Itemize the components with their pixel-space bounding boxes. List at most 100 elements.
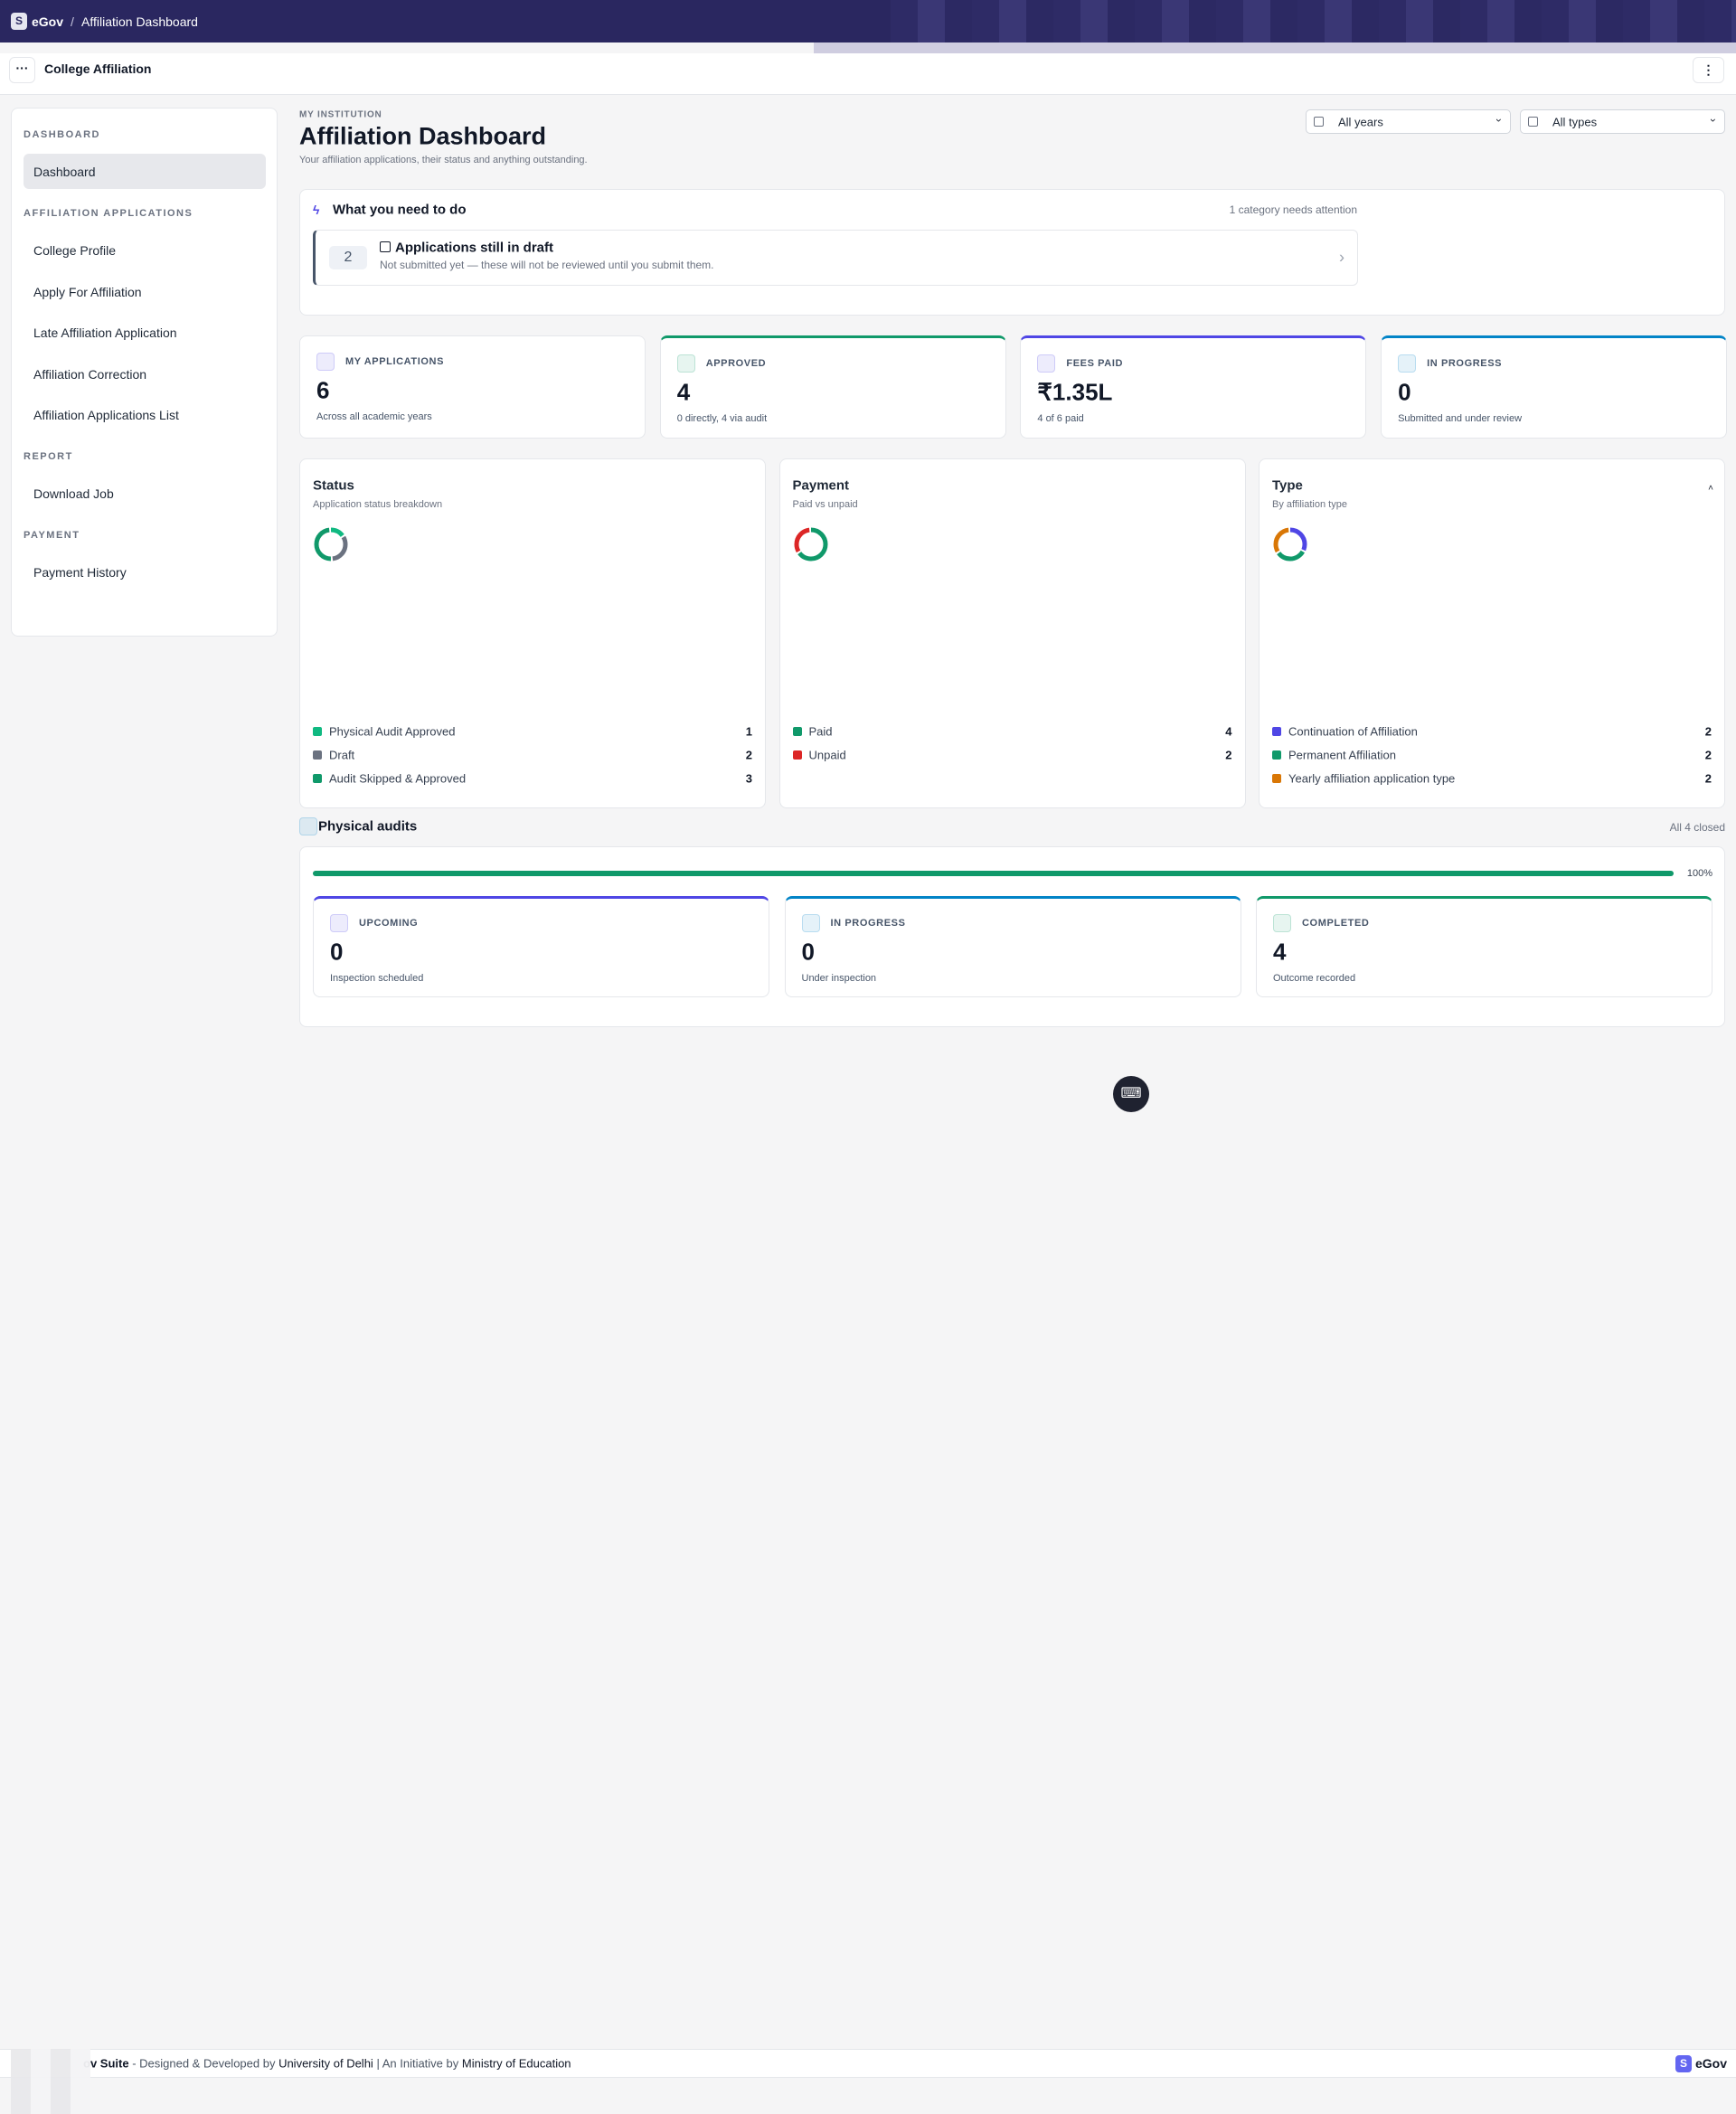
todo-title: What you need to do: [333, 202, 467, 218]
footer-part[interactable]: University of Delhi: [278, 2056, 373, 2071]
nav-item[interactable]: Dashboard: [33, 165, 96, 179]
count-badge: 2: [329, 246, 367, 269]
kpi-note: 0 directly, 4 via audit: [676, 413, 768, 424]
section-heading: REPORT: [24, 451, 73, 462]
nav-item[interactable]: Affiliation Correction: [33, 366, 147, 382]
filter-select[interactable]: All years ›: [1306, 109, 1511, 134]
donut-segment: [1273, 527, 1307, 562]
kpi-label: APPROVED: [705, 358, 767, 369]
item-description: Not submitted yet — these will not be re…: [380, 259, 714, 271]
footer-part: - Designed & Developed by: [128, 2056, 279, 2071]
audit-label: IN PROGRESS: [830, 918, 906, 929]
audits-title: Physical audits: [318, 818, 418, 835]
legend-label: Draft: [329, 748, 355, 762]
kpi-value: 4: [676, 378, 691, 406]
kpi-card: MY APPLICATIONS 6 Across all academic year…: [299, 335, 646, 439]
audit-value: 4: [1273, 938, 1287, 966]
blur-overlay: [11, 2049, 90, 2114]
edit-icon: [380, 241, 391, 252]
kpi-value: 0: [1398, 378, 1411, 406]
footer-logo: S: [1675, 2055, 1692, 2072]
section-heading: AFFILIATION APPLICATIONS: [24, 208, 193, 219]
audit-icon: [801, 914, 820, 932]
filter-select[interactable]: All types ›: [1520, 109, 1725, 134]
donut-segment: [314, 527, 348, 562]
legend-value: 2: [1704, 748, 1712, 762]
legend-dot: [792, 727, 802, 736]
audit-card: COMPLETED 4 Outcome recorded: [1256, 896, 1712, 997]
pattern: [891, 0, 1736, 42]
legend-label: Audit Skipped & Approved: [329, 771, 467, 786]
progress-label: 100%: [1686, 868, 1712, 879]
filter-icon: [1314, 117, 1324, 127]
collapse-icon: ˄: [1708, 483, 1713, 494]
logo: S: [11, 13, 27, 30]
nav-item[interactable]: College Profile: [33, 243, 117, 258]
audit-card: IN PROGRESS 0 Under inspection: [784, 896, 1241, 997]
keyboard-button[interactable]: ⌨: [1113, 1076, 1149, 1112]
active-highlight: [24, 154, 266, 189]
audit-value: 0: [801, 938, 815, 966]
footer-part: | An Initiative by: [373, 2056, 462, 2071]
kpi-note: Across all academic years: [316, 411, 432, 422]
breakdown-card: Payment Paid vs unpaid Paid 4 Unpaid 2: [778, 458, 1246, 808]
donut: [794, 527, 827, 562]
footer-text: ov Suite - Designed & Developed by Unive…: [83, 2057, 571, 2071]
legend-value: 2: [1704, 724, 1712, 739]
section-heading: PAYMENT: [24, 530, 80, 541]
section-heading: DASHBOARD: [24, 129, 100, 140]
nav-item[interactable]: Download Job: [33, 486, 114, 501]
donut-segment: [1273, 527, 1307, 562]
legend-label: Unpaid: [808, 748, 846, 762]
breakdown-subtitle: Paid vs unpaid: [792, 499, 858, 510]
legend-label: Physical Audit Approved: [329, 724, 456, 739]
legend-value: 3: [745, 771, 752, 786]
audit-label: COMPLETED: [1302, 918, 1370, 929]
audits-card: 100% UPCOMING 0 Inspection scheduled IN PROG…: [299, 846, 1725, 1027]
kpi-value: ₹1.35L: [1037, 378, 1113, 406]
breakdown-title: Status: [313, 477, 354, 494]
top-bar: S eGov / Affiliation Dashboard: [0, 0, 1736, 42]
chevron: ›: [1339, 248, 1344, 267]
breakdown-card: Type By affiliation type ˄ Continuation of …: [1259, 458, 1725, 808]
audit-label: UPCOMING: [359, 918, 419, 929]
kpi-icon: [1398, 354, 1417, 373]
legend-value: 1: [745, 724, 752, 739]
kpi-label: FEES PAID: [1066, 358, 1124, 369]
kpi-note: 4 of 6 paid: [1037, 413, 1084, 424]
footer-part[interactable]: Ministry of Education: [461, 2056, 571, 2071]
page-subtitle: Your affiliation applications, their sta…: [299, 155, 588, 165]
progress-track: [313, 871, 1674, 876]
legend-dot: [1272, 774, 1281, 783]
kpi-value: 6: [316, 376, 330, 404]
legend-value: 2: [1225, 748, 1232, 762]
page-title: Affiliation Dashboard: [299, 122, 547, 150]
donut-segment: [794, 527, 827, 562]
nav-item[interactable]: Late Affiliation Application: [33, 326, 177, 340]
footer: ov Suite - Designed & Developed by Unive…: [0, 2049, 1736, 2078]
menu-button[interactable]: ···: [9, 57, 35, 83]
more-button[interactable]: ⋮: [1693, 57, 1724, 83]
audit-value: 0: [330, 938, 344, 966]
breadcrumb[interactable]: Affiliation Dashboard: [81, 14, 198, 29]
legend-dot: [792, 750, 802, 760]
item-title: Applications still in draft: [395, 240, 554, 256]
todo-item[interactable]: 2 Applications still in draft Not submitte…: [313, 230, 1358, 286]
filter-icon: [1528, 117, 1538, 127]
donut-segment: [314, 527, 348, 562]
legend-label: Yearly affiliation application type: [1288, 771, 1456, 786]
nav-item[interactable]: Payment History: [33, 565, 127, 580]
separator: /: [71, 14, 74, 29]
audits-status: All 4 closed: [1669, 821, 1725, 834]
nav-item[interactable]: Apply For Affiliation: [33, 284, 142, 299]
kpi-icon: [676, 354, 695, 373]
sub-bar: ··· College Affiliation ⋮: [0, 53, 1736, 95]
nav-item[interactable]: Affiliation Applications List: [33, 408, 179, 422]
kpi-card: IN PROGRESS 0 Submitted and under review: [1381, 335, 1728, 439]
donut-segment: [1273, 527, 1307, 562]
audit-note: Inspection scheduled: [330, 973, 424, 984]
brand[interactable]: eGov: [32, 14, 64, 29]
kpi-card: APPROVED 4 0 directly, 4 via audit: [659, 335, 1006, 439]
legend-dot: [313, 727, 322, 736]
